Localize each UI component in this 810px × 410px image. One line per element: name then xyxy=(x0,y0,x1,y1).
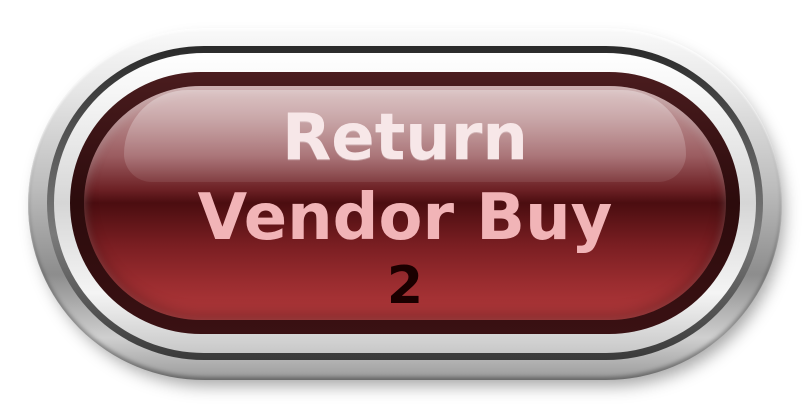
button-label-line2: Vendor Buy xyxy=(197,181,613,255)
button-number: 2 xyxy=(386,256,424,316)
button-gloss xyxy=(124,90,686,182)
button-label-line1: Return xyxy=(282,101,528,175)
button-face[interactable]: Return Vendor Buy 2 xyxy=(84,86,726,320)
